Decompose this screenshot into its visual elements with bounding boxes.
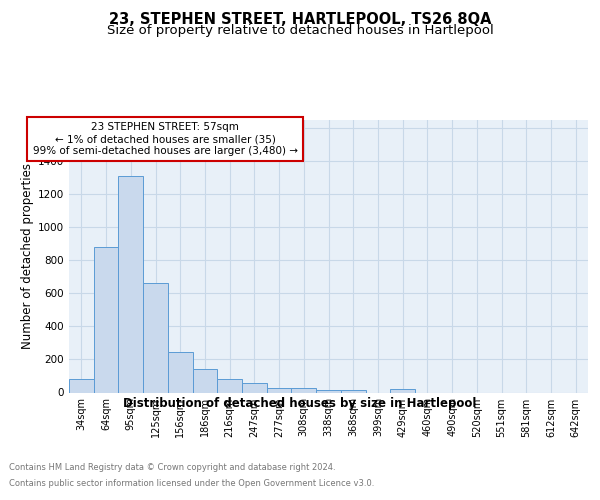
Bar [69,380,94,392]
Bar [168,352,193,393]
Bar [143,282,168,393]
Text: 23 STEPHEN STREET: 57sqm
← 1% of detached houses are smaller (35)
99% of semi-de: 23 STEPHEN STREET: 57sqm ← 1% of detache… [32,122,298,156]
Bar [390,389,415,392]
Bar [316,390,341,392]
Text: Contains HM Land Registry data © Crown copyright and database right 2024.: Contains HM Land Registry data © Crown c… [9,464,335,472]
Bar [118,176,143,392]
Bar [341,390,365,392]
Text: Size of property relative to detached houses in Hartlepool: Size of property relative to detached ho… [107,24,493,37]
Y-axis label: Number of detached properties: Number of detached properties [21,163,34,349]
Bar [217,380,242,392]
Bar [94,247,118,392]
Bar [267,388,292,392]
Bar [193,368,217,392]
Bar [242,384,267,392]
Text: Distribution of detached houses by size in Hartlepool: Distribution of detached houses by size … [124,398,476,410]
Bar [292,388,316,392]
Text: 23, STEPHEN STREET, HARTLEPOOL, TS26 8QA: 23, STEPHEN STREET, HARTLEPOOL, TS26 8QA [109,12,491,28]
Text: Contains public sector information licensed under the Open Government Licence v3: Contains public sector information licen… [9,478,374,488]
